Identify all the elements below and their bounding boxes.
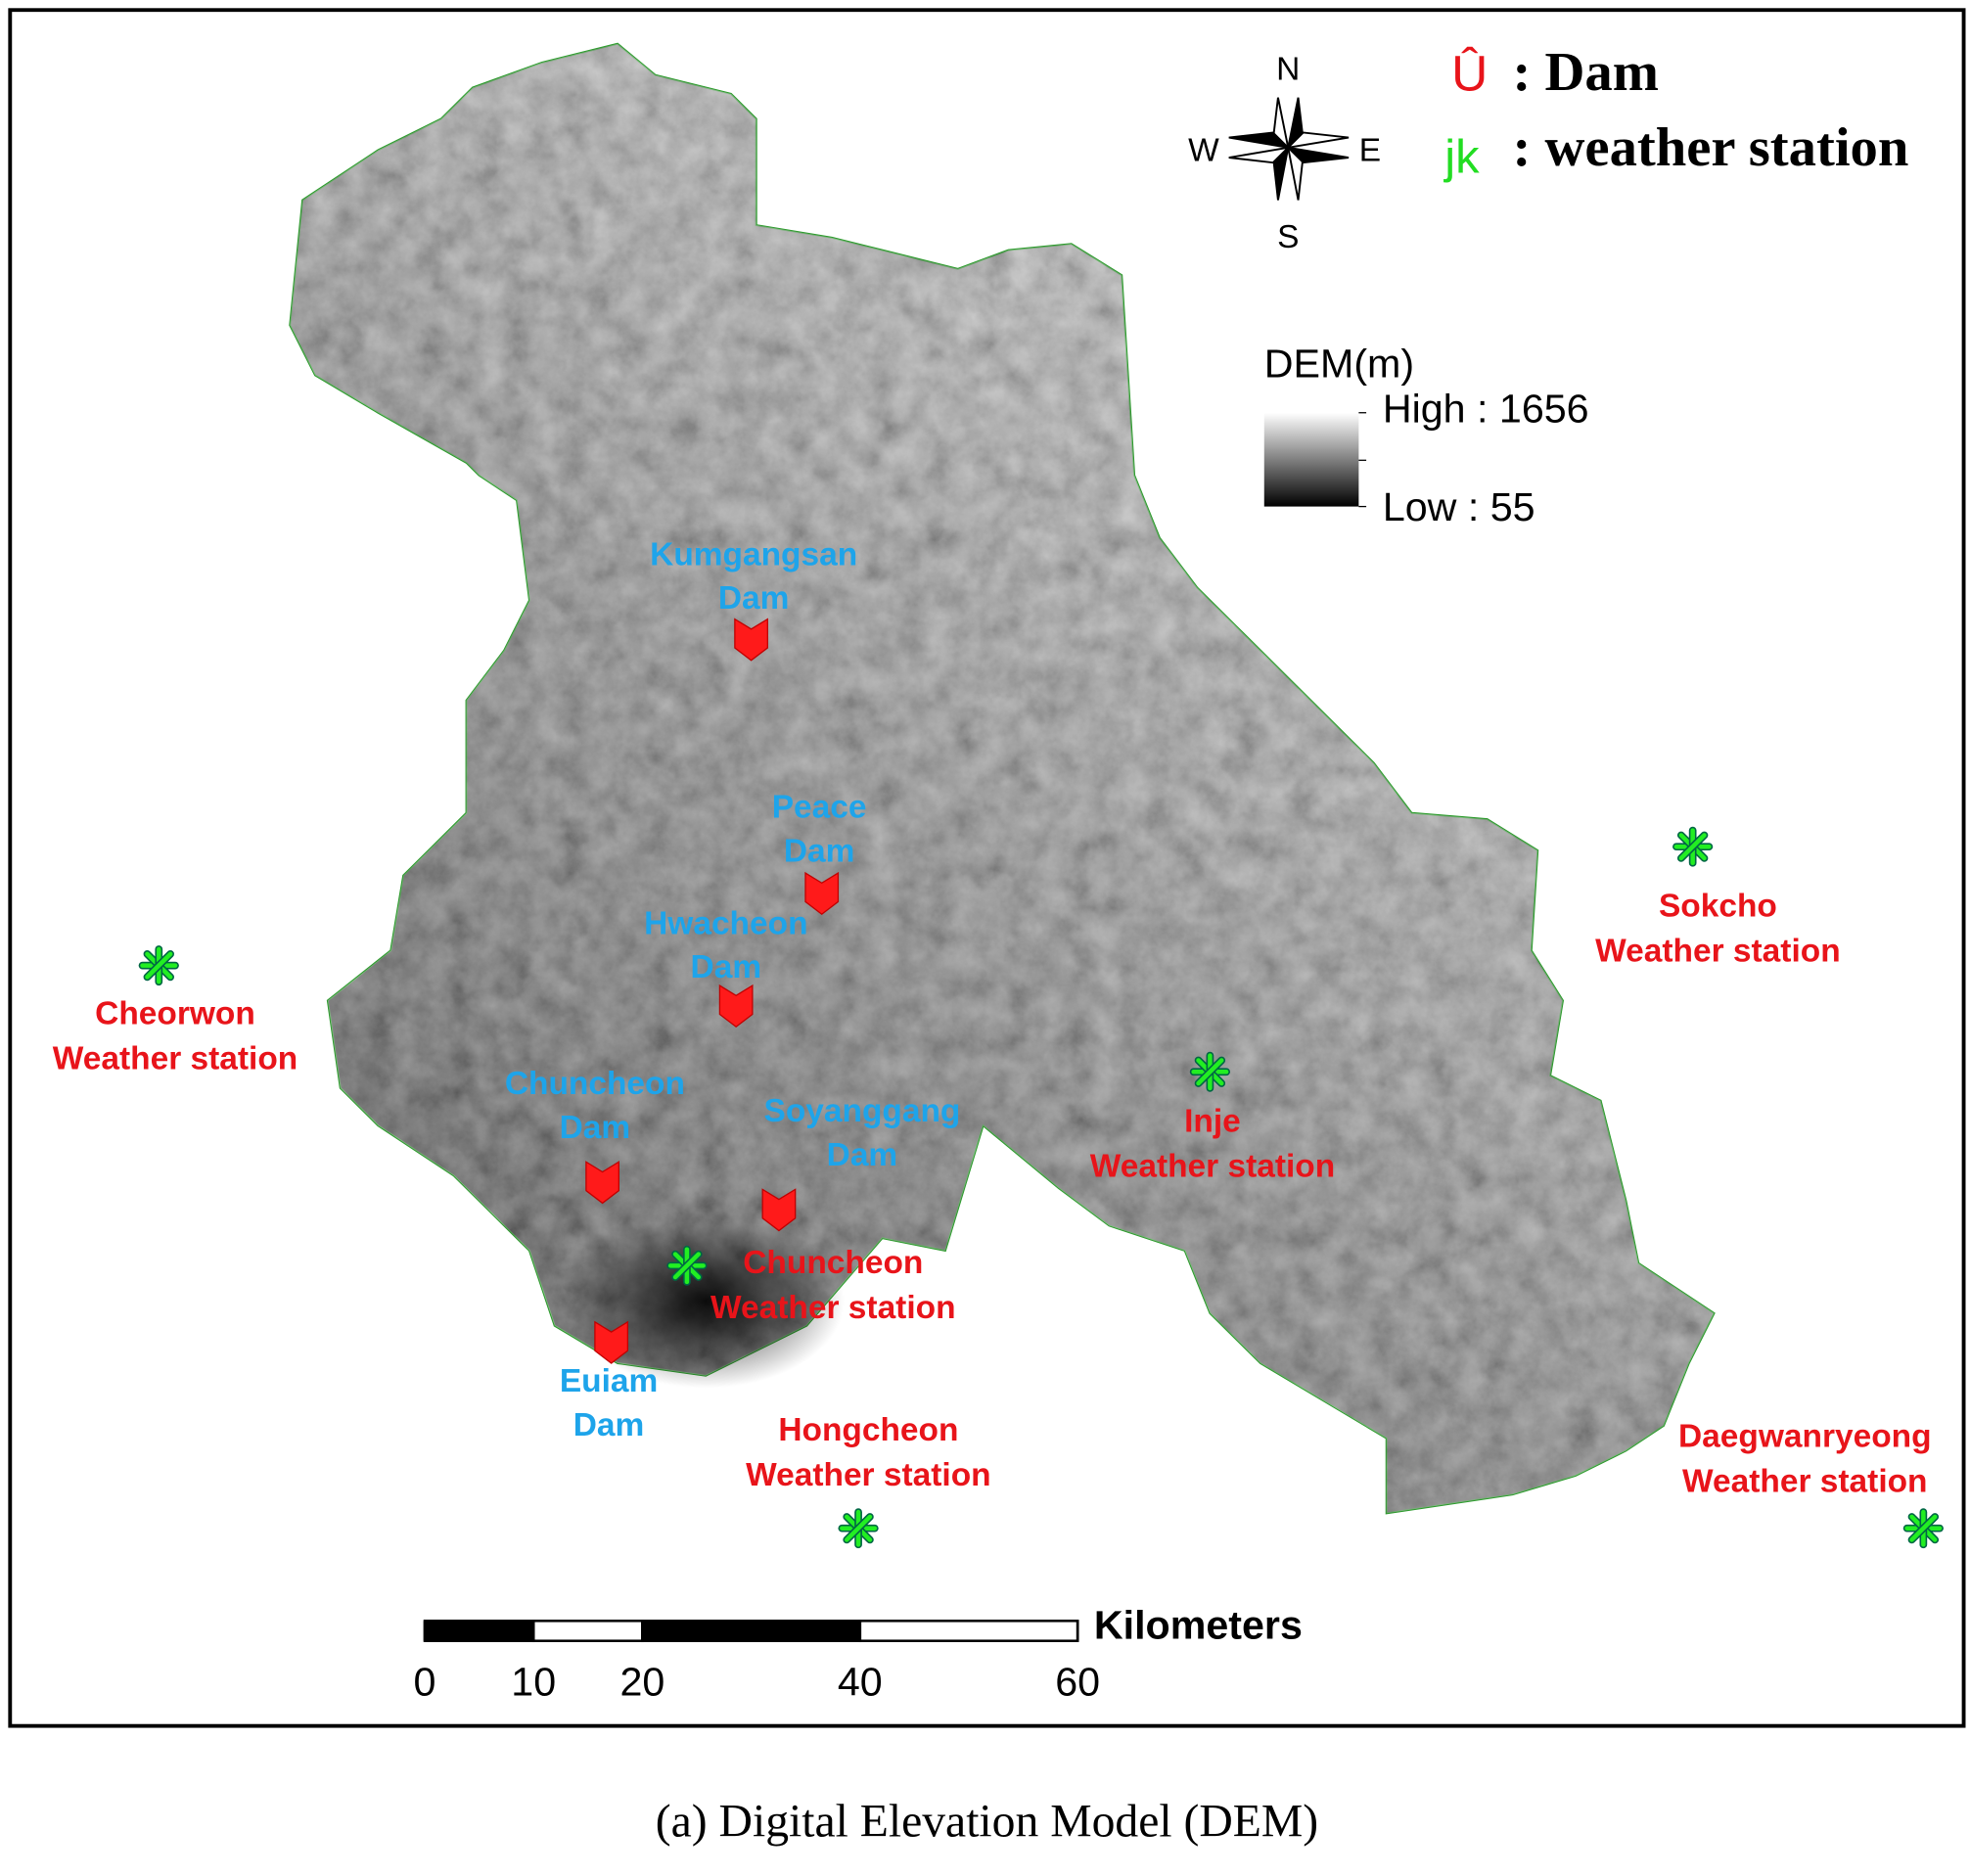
station-label: Cheorwon <box>95 996 255 1032</box>
station-label: Sokcho <box>1659 889 1777 925</box>
station-label: Hongcheon <box>778 1412 958 1448</box>
dam-marker <box>718 984 754 1029</box>
scale-segment <box>423 1620 535 1643</box>
dam-marker <box>734 618 768 662</box>
station-marker <box>1189 1051 1230 1092</box>
scale-unit: Kilometers <box>1094 1603 1303 1648</box>
station-label: Weather station <box>1682 1464 1927 1500</box>
compass-star <box>1228 131 1350 164</box>
station-marker <box>666 1245 708 1286</box>
scale-tick-label: 0 <box>414 1659 436 1704</box>
scale-tick-label: 60 <box>1055 1659 1100 1704</box>
dam-label: Dam <box>827 1137 898 1173</box>
dem-low: Low : 55 <box>1383 484 1535 529</box>
dem-high: High : 1656 <box>1383 386 1589 431</box>
compass-w: W <box>1188 133 1219 169</box>
dam-label: Soyanggang <box>763 1093 960 1129</box>
station-ray <box>672 1252 702 1280</box>
scale-tick-label: 20 <box>619 1659 664 1704</box>
scale-bar: Kilometers 0 10 20 40 60 <box>414 1603 1303 1704</box>
compass-n: N <box>1276 52 1300 88</box>
station-label: Inje <box>1184 1104 1241 1140</box>
dam-marker <box>585 1161 620 1205</box>
station-ray <box>1909 1514 1938 1542</box>
lowland-shade <box>567 1213 845 1389</box>
caption: (a) Digital Elevation Model (DEM) <box>656 1797 1318 1848</box>
station-marker <box>838 1508 879 1549</box>
scale-segment <box>641 1620 862 1643</box>
features: Kumgangsan Dam Peace Dam Hwacheon Dam Chuncheo… <box>53 537 1944 1549</box>
station-ray <box>1678 833 1707 861</box>
dam-label: Dam <box>691 949 762 985</box>
watershed <box>289 42 1716 1515</box>
station-marker <box>1672 826 1714 867</box>
dam-marker <box>594 1320 629 1364</box>
dem-legend: DEM(m) High : 1656 Low : 55 <box>1263 341 1589 529</box>
scale-tick-label: 10 <box>511 1659 556 1704</box>
dam-label: Dam <box>718 580 790 617</box>
compass-s: S <box>1277 219 1299 255</box>
dam-label: Euiam <box>560 1363 658 1399</box>
dam-label: Dam <box>560 1110 631 1146</box>
station-ray <box>145 951 173 980</box>
station-label: Weather station <box>53 1041 298 1077</box>
station-label: Chuncheon <box>743 1245 923 1281</box>
station-symbol: jk <box>1443 131 1480 184</box>
dam-label: Peace <box>772 790 867 826</box>
symbol-legend: Û : Dam jk : weather station <box>1443 42 1908 183</box>
dam-marker <box>804 871 840 916</box>
scale-segment <box>858 1620 1079 1643</box>
scale-tick-label: 40 <box>838 1659 883 1704</box>
station-label: Weather station <box>746 1457 990 1493</box>
dem-title: DEM(m) <box>1264 341 1414 386</box>
terrain-texture <box>290 43 1715 1514</box>
station-label: Daegwanryeong <box>1678 1419 1932 1455</box>
dam-label: Kumgangsan <box>650 537 857 573</box>
station-marker <box>138 945 179 986</box>
station-ray <box>1196 1058 1224 1086</box>
station-marker <box>1902 1508 1944 1549</box>
dam-label: Dam <box>784 833 855 869</box>
dam-legend-label: : Dam <box>1512 42 1658 103</box>
dam-marker <box>761 1188 797 1232</box>
station-ray <box>844 1514 873 1542</box>
station-label: Weather station <box>710 1290 955 1326</box>
dem-ramp <box>1263 412 1359 507</box>
dam-label: Hwacheon <box>644 906 807 942</box>
station-legend-label: : weather station <box>1512 117 1908 178</box>
station-label: Weather station <box>1595 934 1840 970</box>
compass-star <box>1228 131 1350 164</box>
station-label: Weather station <box>1090 1149 1335 1185</box>
compass-e: E <box>1359 133 1381 169</box>
dam-label: Chuncheon <box>505 1066 685 1102</box>
compass: N S W E <box>1188 52 1381 255</box>
scale-segment <box>531 1620 644 1643</box>
dam-label: Dam <box>573 1407 645 1443</box>
dam-symbol: Û <box>1451 46 1488 102</box>
